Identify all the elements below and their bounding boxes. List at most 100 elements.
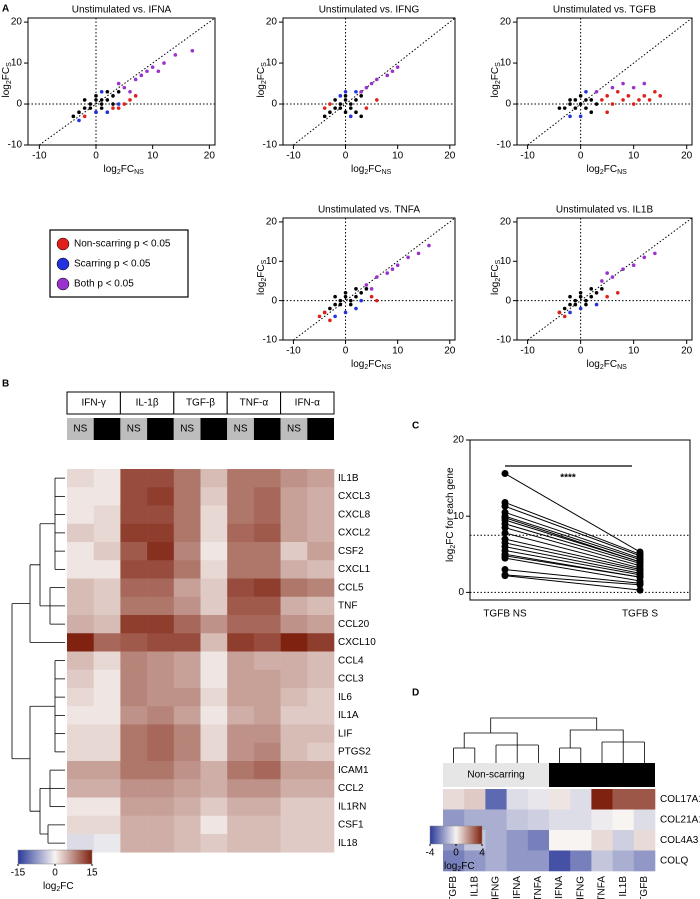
colorbar-tick-label: 0 [52, 868, 58, 879]
point [573, 106, 578, 110]
heat-cell [280, 596, 308, 616]
x-tick-label: 20 [444, 346, 456, 357]
heat-cell [93, 469, 121, 488]
heat-cell [280, 779, 308, 798]
heat-cell [120, 742, 148, 762]
heat-cell [120, 469, 148, 488]
point [621, 267, 625, 271]
panel-label: D [412, 688, 419, 699]
row-label: CCL4 [338, 655, 364, 666]
point [589, 110, 594, 115]
point [111, 94, 115, 98]
heat-cell [147, 688, 175, 707]
heat-cell [200, 542, 228, 561]
y-tick-label: 0 [271, 295, 277, 306]
x-axis-label-part: 2 [364, 364, 368, 371]
heat-cell [120, 596, 148, 616]
group-label: Non-scarring [467, 770, 524, 781]
y-tick-label: 20 [266, 17, 278, 28]
column-label: TNFA [597, 876, 608, 899]
column-label: IFNA [554, 876, 565, 899]
point [626, 94, 631, 98]
heat-cell [307, 596, 335, 616]
row-label: CXCL10 [338, 637, 376, 648]
heat-cell [147, 724, 175, 744]
subgroup-header [253, 418, 281, 440]
group-label: IFN-α [295, 398, 320, 409]
chart-title: Unstimulated vs. IFNA [72, 5, 172, 16]
x-tick-label: 20 [204, 151, 216, 162]
point [658, 94, 662, 98]
column-label: IFNG [491, 876, 502, 899]
row-label: CXCL8 [338, 509, 371, 520]
row-label: CCL2 [338, 783, 364, 794]
heat-cell [120, 688, 148, 707]
y-tick-label: 10 [11, 58, 23, 69]
point [128, 98, 132, 102]
heat-cell [280, 742, 308, 762]
heat-cell [227, 834, 255, 853]
point [190, 48, 195, 53]
heat-cell [147, 779, 175, 798]
point [343, 310, 348, 315]
heat-cell [443, 809, 465, 831]
heat-cell [200, 834, 228, 853]
legend-swatch [56, 277, 70, 291]
heat-cell [253, 523, 281, 543]
x-axis-label-part: FC [368, 164, 381, 175]
y-tick-label: 10 [266, 58, 278, 69]
y-tick-label: 10 [266, 256, 278, 267]
y-tick-label: -10 [263, 140, 278, 151]
heat-cell [200, 487, 228, 506]
y-axis-label-part: log [256, 282, 267, 295]
heat-cell [173, 615, 201, 634]
point [584, 106, 588, 110]
heat-cell [253, 469, 281, 488]
dendrogram [39, 523, 55, 607]
heat-cell [67, 469, 94, 488]
legend-label: Non-scarring p < 0.05 [74, 239, 171, 250]
y-tick-label: 20 [11, 17, 23, 28]
point [605, 110, 609, 115]
heat-cell [173, 633, 201, 652]
heat-cell [173, 487, 201, 506]
heat-cell [280, 761, 308, 780]
row-label: PTGS2 [338, 747, 371, 758]
column-label: TGFB [639, 876, 650, 899]
heat-cell [280, 505, 308, 525]
y-axis-label-part: 2 [495, 278, 502, 282]
point [647, 98, 652, 102]
group-header [443, 763, 549, 787]
point [328, 110, 332, 115]
colorbar-tick-label: -15 [11, 868, 26, 879]
point [82, 106, 87, 110]
heat-cell [506, 850, 529, 872]
row-label: IL1A [338, 710, 359, 721]
point [94, 110, 98, 115]
point [615, 290, 620, 295]
point [568, 294, 572, 299]
heat-cell [147, 523, 175, 543]
point [375, 77, 379, 82]
point [642, 81, 647, 86]
point [568, 114, 572, 119]
x-tick-label: -10 [32, 151, 47, 162]
point [116, 106, 121, 110]
point [562, 106, 567, 110]
x-axis-label-part: NS [617, 169, 627, 176]
heat-cell [253, 542, 281, 561]
point [328, 318, 332, 323]
point [88, 102, 93, 106]
point [338, 302, 343, 307]
y-axis-label-part: S [6, 62, 13, 67]
y-axis-label: log2FCS [256, 62, 268, 98]
heat-cell [173, 505, 201, 525]
point [594, 302, 599, 307]
colorbar-label-part: log [43, 881, 56, 892]
point [343, 89, 348, 94]
panel-label: C [412, 421, 419, 432]
point [594, 89, 599, 94]
point [390, 267, 395, 271]
point [122, 85, 127, 90]
group-label: IFN-γ [81, 398, 105, 409]
